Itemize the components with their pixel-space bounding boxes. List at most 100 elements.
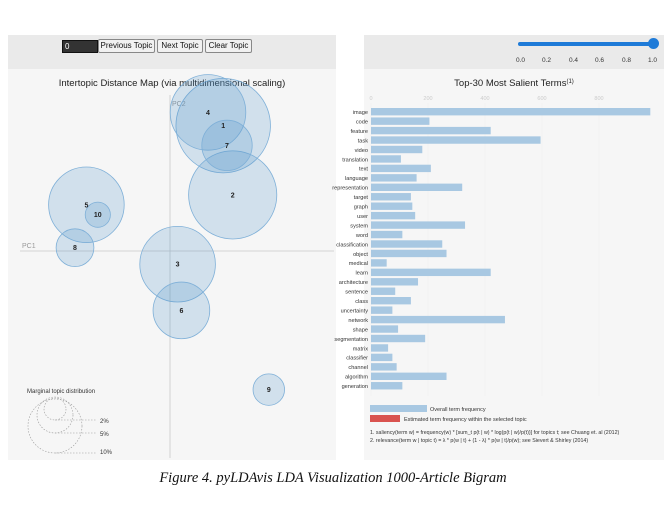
- term-bar[interactable]: [371, 145, 423, 154]
- topic-circle-group[interactable]: [201, 119, 253, 171]
- term-label[interactable]: medical: [349, 261, 368, 267]
- term-label[interactable]: uncertainty: [341, 308, 369, 314]
- term-bar[interactable]: [371, 372, 447, 380]
- term-label[interactable]: class: [355, 299, 368, 305]
- term-label[interactable]: language: [345, 176, 368, 182]
- topic-circle-group[interactable]: [48, 166, 125, 243]
- topic-label: 6: [179, 308, 183, 315]
- topic-number-input[interactable]: 0: [62, 40, 98, 53]
- next-topic-button[interactable]: Next Topic: [157, 39, 203, 53]
- term-label[interactable]: channel: [348, 365, 368, 371]
- term-label[interactable]: segmentation: [334, 337, 368, 343]
- term-label[interactable]: representation: [332, 186, 368, 192]
- topic-circle[interactable]: [252, 373, 285, 406]
- term-bar[interactable]: [371, 353, 393, 362]
- term-bar[interactable]: [371, 382, 403, 390]
- term-bar[interactable]: [371, 287, 396, 295]
- term-label[interactable]: classification: [336, 242, 368, 248]
- term-bar[interactable]: [371, 259, 387, 267]
- term-label[interactable]: architecture: [339, 280, 368, 286]
- term-label[interactable]: graph: [354, 205, 368, 211]
- term-label[interactable]: generation: [342, 384, 368, 390]
- term-label[interactable]: sentence: [345, 290, 368, 296]
- term-label[interactable]: video: [355, 148, 368, 154]
- term-label[interactable]: text: [359, 167, 368, 173]
- term-bar[interactable]: [371, 240, 443, 248]
- slider-tick-label: 0.0: [516, 57, 526, 64]
- term-label[interactable]: network: [348, 318, 368, 324]
- topic-circle[interactable]: [55, 228, 95, 268]
- topic-circle-group[interactable]: [252, 373, 285, 406]
- term-bar[interactable]: [371, 297, 411, 305]
- term-bar[interactable]: [371, 164, 431, 173]
- topic-circle-group[interactable]: [84, 201, 111, 228]
- saliency-footnote: 1. saliency(term w) = frequency(w) * [su…: [370, 430, 620, 436]
- term-bar[interactable]: [371, 363, 397, 371]
- topic-circle-group[interactable]: [152, 281, 211, 340]
- term-bar[interactable]: [371, 278, 419, 286]
- topic-circle[interactable]: [169, 74, 247, 151]
- term-bar[interactable]: [371, 155, 401, 163]
- term-bar[interactable]: [371, 211, 416, 220]
- term-label[interactable]: image: [353, 110, 368, 116]
- term-bar[interactable]: [371, 230, 403, 239]
- term-label[interactable]: shape: [353, 327, 368, 333]
- x-tick-label: 0: [369, 96, 372, 102]
- topic-circle[interactable]: [139, 226, 216, 303]
- term-bar[interactable]: [371, 315, 505, 324]
- term-label[interactable]: object: [353, 252, 368, 258]
- term-bar[interactable]: [371, 174, 417, 182]
- term-label[interactable]: feature: [351, 129, 368, 135]
- term-label[interactable]: classifier: [346, 356, 368, 362]
- lambda-slider[interactable]: [518, 42, 655, 46]
- term-bar[interactable]: [371, 268, 491, 277]
- clear-topic-button[interactable]: Clear Topic: [205, 39, 252, 53]
- legend-circle-2pct: [43, 397, 67, 421]
- term-bar[interactable]: [371, 108, 651, 116]
- topic-circle-group[interactable]: [139, 226, 216, 303]
- term-bar[interactable]: [371, 344, 389, 352]
- pc2-axis-label: PC2: [172, 101, 186, 108]
- term-bar[interactable]: [371, 126, 491, 135]
- term-label[interactable]: algorithm: [345, 375, 368, 381]
- topic-circle-group[interactable]: [188, 150, 278, 240]
- term-bar[interactable]: [371, 202, 413, 210]
- term-label[interactable]: target: [354, 195, 369, 201]
- topic-circle[interactable]: [152, 281, 211, 340]
- term-bar[interactable]: [371, 193, 411, 201]
- topic-label: 9: [267, 387, 271, 394]
- term-bar[interactable]: [371, 117, 430, 125]
- term-label[interactable]: code: [356, 119, 368, 125]
- legend-label-10pct: 10%: [100, 450, 113, 456]
- pc1-axis-label: PC1: [22, 243, 36, 250]
- topic-circle-group[interactable]: [55, 228, 95, 268]
- term-label[interactable]: word: [355, 233, 368, 239]
- term-label[interactable]: user: [357, 214, 368, 220]
- term-label[interactable]: learn: [356, 271, 368, 277]
- topic-circle[interactable]: [48, 166, 125, 243]
- term-bar[interactable]: [371, 221, 466, 229]
- topic-circle-group[interactable]: [169, 74, 247, 151]
- term-bar[interactable]: [371, 325, 399, 333]
- topic-label: 2: [231, 192, 235, 199]
- term-label[interactable]: system: [350, 223, 368, 229]
- term-bar[interactable]: [371, 136, 541, 144]
- relevance-footnote: 2. relevance(term w | topic t) = λ * p(w…: [370, 438, 588, 444]
- previous-topic-button[interactable]: Previous Topic: [98, 39, 155, 53]
- legend-circle-5pct: [36, 396, 74, 434]
- topic-label: 8: [73, 245, 77, 252]
- intertopic-panel: [8, 35, 336, 460]
- term-bar[interactable]: [371, 334, 426, 343]
- term-bar[interactable]: [371, 249, 447, 258]
- term-label[interactable]: matrix: [353, 346, 368, 352]
- term-label[interactable]: task: [358, 138, 368, 144]
- lambda-slider-handle[interactable]: [648, 38, 659, 49]
- term-label[interactable]: translation: [342, 157, 368, 163]
- topic-circle[interactable]: [201, 119, 253, 171]
- legend-label-2pct: 2%: [100, 419, 109, 425]
- term-bar[interactable]: [371, 306, 393, 314]
- term-bar[interactable]: [371, 183, 463, 191]
- topic-circle[interactable]: [84, 201, 111, 228]
- topic-circle[interactable]: [188, 150, 278, 240]
- marginal-legend: 2% 5% 10%: [27, 396, 113, 456]
